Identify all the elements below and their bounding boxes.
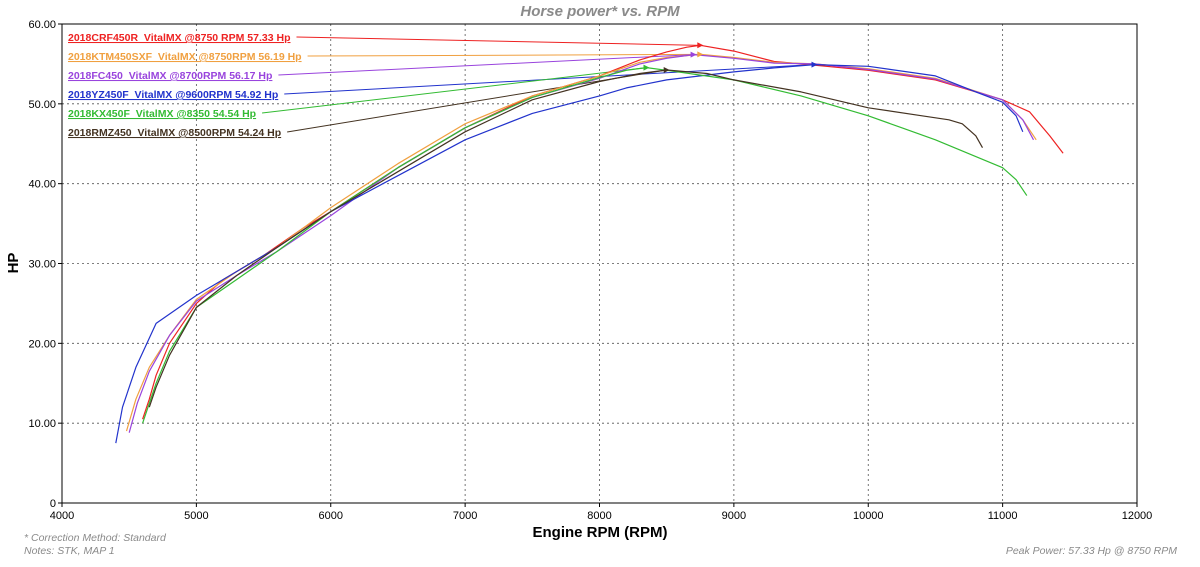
x-axis-title: Engine RPM (RPM): [533, 524, 668, 541]
x-axis-ticks: 4000 5000 6000 7000 8000 9000 10000 11000 12000: [50, 503, 1153, 522]
legend-leader-line: [296, 36, 701, 46]
y-tick-label: 30.00: [28, 259, 56, 271]
legend-entry: 2018KX450F_VitalMX @8350 54.54 Hp: [68, 108, 256, 120]
peak-marker: [697, 42, 704, 49]
y-axis-title: HP: [5, 253, 22, 274]
x-tick-label: 8000: [587, 510, 611, 522]
y-tick-label: 60.00: [28, 19, 56, 31]
series-lines: [115, 44, 1064, 444]
series-line: [142, 44, 1064, 420]
peak-power-note: Peak Power: 57.33 Hp @ 8750 RPM: [1006, 545, 1177, 557]
y-tick-label: 0: [50, 498, 56, 510]
series-line: [128, 54, 1035, 433]
series-line: [142, 67, 1028, 424]
x-tick-label: 6000: [319, 510, 343, 522]
legend-entry: 2018RMZ450_VitalMX @8500RPM 54.24 Hp: [68, 127, 281, 139]
series-line: [148, 69, 984, 408]
x-tick-label: 7000: [453, 510, 477, 522]
legend: 2018CRF450R_VitalMX @8750 RPM 57.33 Hp 20…: [68, 32, 302, 139]
peak-markers: [643, 42, 818, 73]
peak-marker: [643, 64, 650, 71]
peak-marker: [697, 51, 704, 58]
chart-title: Horse power* vs. RPM: [520, 3, 680, 20]
legend-entry: 2018FC450_VitalMX @8700RPM 56.17 Hp: [68, 70, 272, 82]
grid: [62, 24, 1137, 503]
series-line: [115, 63, 1024, 444]
y-tick-label: 40.00: [28, 179, 56, 191]
x-tick-label: 12000: [1122, 510, 1153, 522]
peak-marker: [811, 61, 818, 68]
legend-entry: 2018YZ450F_VitalMX @9600RPM 54.92 Hp: [68, 89, 278, 101]
series-line: [125, 53, 1037, 432]
y-tick-label: 20.00: [28, 338, 56, 350]
correction-note: * Correction Method: Standard: [24, 532, 167, 544]
x-tick-label: 11000: [988, 510, 1018, 522]
legend-entry: 2018CRF450R_VitalMX @8750 RPM 57.33 Hp: [68, 32, 290, 44]
y-tick-label: 50.00: [28, 99, 56, 111]
x-tick-label: 10000: [853, 510, 884, 522]
peak-marker: [690, 51, 697, 58]
legend-leader-line: [262, 67, 647, 114]
x-tick-label: 5000: [184, 510, 208, 522]
legend-leader-line: [307, 53, 701, 57]
legend-entry: 2018KTM450SXF_VitalMX @8750RPM 56.19 Hp: [68, 51, 302, 63]
x-tick-label: 4000: [50, 510, 74, 522]
legend-leader-line: [278, 54, 694, 76]
y-axis-ticks: 0 10.00 20.00 30.00 40.00 50.00 60.00: [28, 19, 62, 510]
x-tick-label: 9000: [722, 510, 746, 522]
notes-text: Notes: STK, MAP 1: [24, 545, 115, 557]
peak-marker: [663, 67, 670, 73]
y-tick-label: 10.00: [28, 418, 56, 430]
